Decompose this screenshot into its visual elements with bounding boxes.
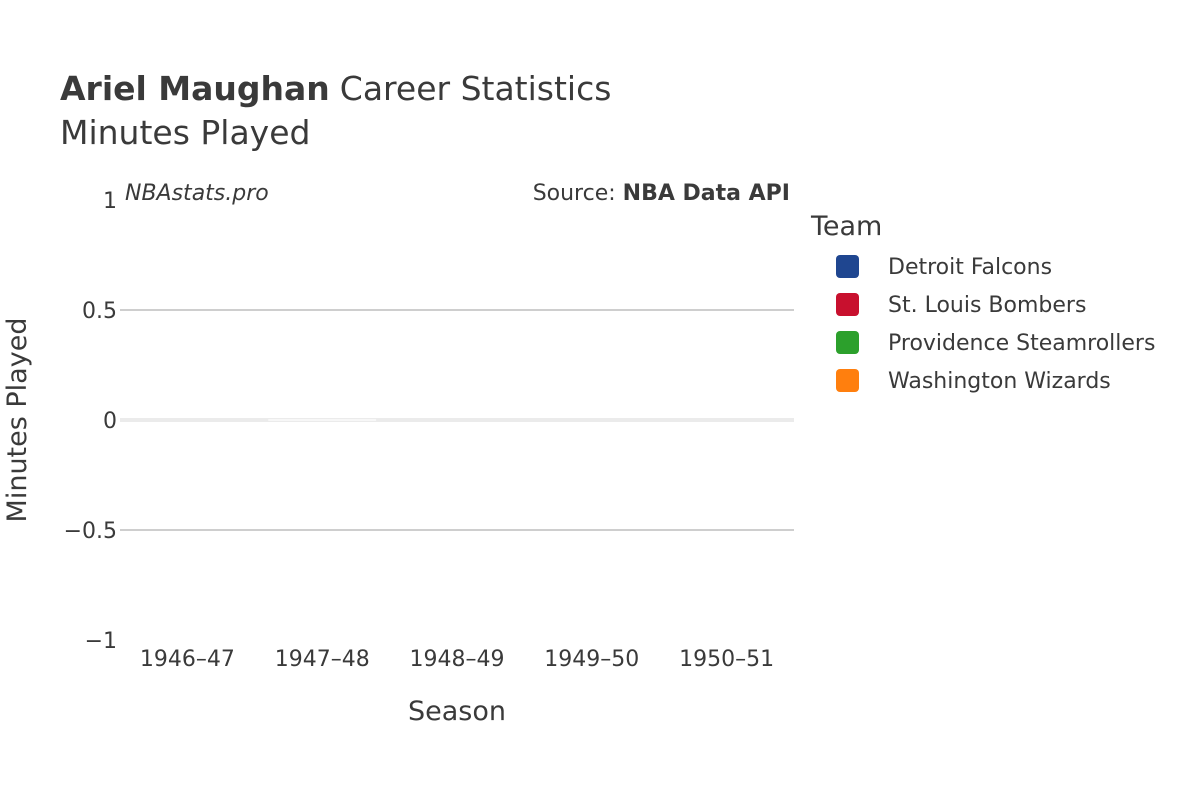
y-tick-label: −1 <box>85 629 117 654</box>
legend-swatch[interactable] <box>836 293 859 316</box>
y-tick-label: 0 <box>103 409 117 434</box>
x-tick-labels: 1946–47 1947–48 1948–49 1949–50 1950–51 <box>140 647 774 672</box>
legend-swatch[interactable] <box>836 369 859 392</box>
chart-title: Ariel Maughan Career Statistics <box>60 69 611 108</box>
x-tick-label: 1946–47 <box>140 647 235 672</box>
x-axis-title: Season <box>408 696 506 727</box>
bars <box>268 419 377 421</box>
gridlines <box>120 309 794 531</box>
legend-swatch[interactable] <box>836 331 859 354</box>
source-name: NBA Data API <box>623 181 790 206</box>
x-tick-label: 1949–50 <box>544 647 639 672</box>
legend-title: Team <box>810 211 882 242</box>
legend: Detroit Falcons St. Louis Bombers Providen… <box>836 255 1155 394</box>
legend-label[interactable]: Washington Wizards <box>888 369 1111 394</box>
chart-title-player: Ariel Maughan <box>60 69 330 108</box>
chart-subtitle: Minutes Played <box>60 113 310 152</box>
y-tick-label: 1 <box>103 189 117 214</box>
source-text: Source: NBA Data API <box>533 181 790 206</box>
y-tick-label: −0.5 <box>64 519 117 544</box>
y-tick-labels: 1 0.5 0 −0.5 −1 <box>64 189 117 654</box>
y-tick-label: 0.5 <box>82 299 117 324</box>
watermark-text: NBAstats.pro <box>125 181 269 206</box>
y-axis-title: Minutes Played <box>2 318 33 523</box>
bar-zero[interactable] <box>268 419 377 421</box>
legend-label[interactable]: Providence Steamrollers <box>888 331 1155 356</box>
source-prefix: Source: <box>533 181 623 206</box>
x-tick-label: 1947–48 <box>275 647 370 672</box>
legend-label[interactable]: St. Louis Bombers <box>888 293 1086 318</box>
x-tick-label: 1948–49 <box>410 647 505 672</box>
x-tick-label: 1950–51 <box>679 647 774 672</box>
legend-label[interactable]: Detroit Falcons <box>888 255 1052 280</box>
legend-swatch[interactable] <box>836 255 859 278</box>
chart-title-rest: Career Statistics <box>340 69 612 108</box>
